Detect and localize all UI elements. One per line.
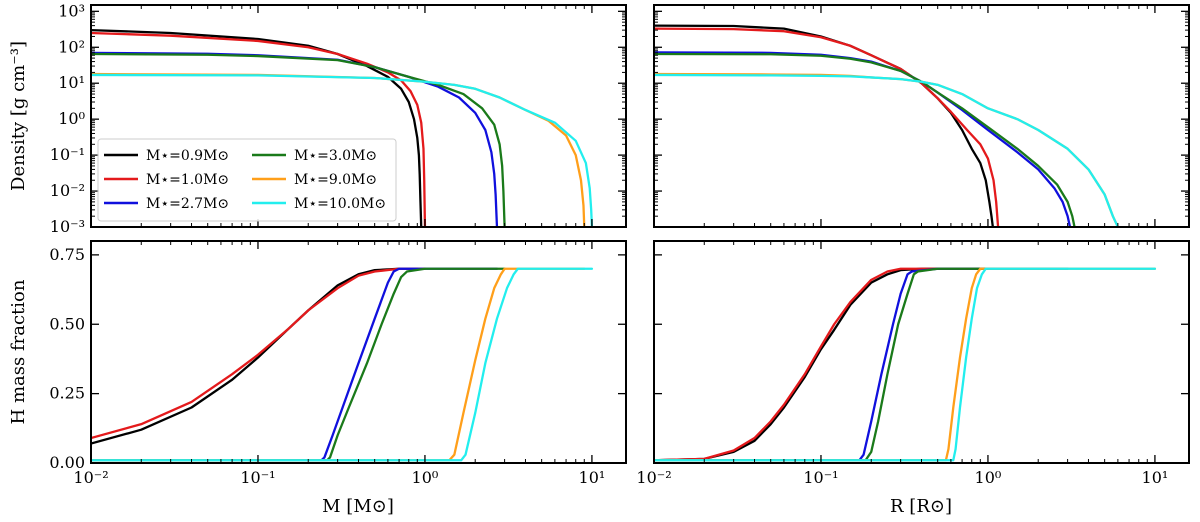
- x-tick-label: 10⁰: [975, 468, 1002, 487]
- x-tick-label: 10¹: [1142, 468, 1169, 487]
- series-line-density-radius-4: [654, 52, 1076, 227]
- curves-hfrac-radius: [654, 267, 1157, 462]
- series-line-hfrac-mass-4: [91, 267, 506, 462]
- frame-density-radius: [653, 4, 1190, 228]
- panel-hfrac-mass: 10⁻² 10⁻¹ 10⁰ 10¹ 0.75 0.50 0.25 0.00: [49, 240, 627, 487]
- x-tick-label: 10⁰: [412, 468, 439, 487]
- legend: M⋆=0.9M⊙ M⋆=1.0M⊙ M⋆=2.7M⊙ M⋆=3.0M⊙ M⋆=9.0M⊙…: [97, 138, 397, 222]
- y-tick-label: 10⁻³: [50, 217, 85, 236]
- ticks-density-radius: [653, 5, 1189, 228]
- y-tick-label: 10⁻²: [50, 181, 85, 200]
- curves-hfrac-mass: [91, 267, 594, 462]
- series-line-density-mass-4: [91, 52, 506, 227]
- frame-hfrac-radius: [653, 240, 1190, 464]
- legend-label: M⋆=2.7M⊙: [146, 196, 229, 212]
- x-tick-label: 10⁻²: [636, 468, 671, 487]
- y-tick-label: 0.75: [49, 245, 85, 264]
- xlabel-mass: M [M⊙]: [322, 496, 394, 517]
- ylabel-density: Density [g cm⁻³]: [8, 41, 29, 191]
- y-tick-label: 0.00: [49, 453, 85, 472]
- y-tick-label: 10³: [58, 1, 85, 20]
- series-line-hfrac-mass-2: [91, 267, 427, 440]
- ylabel-hfrac: H mass fraction: [8, 279, 29, 424]
- x-tick-label: 10⁻²: [73, 468, 108, 487]
- series-line-density-mass-1: [91, 28, 423, 227]
- y-tick-label: 0.50: [49, 314, 85, 333]
- curves-density-radius: [654, 24, 1120, 227]
- xlabel-radius: R [R⊙]: [890, 496, 952, 517]
- series-line-hfrac-mass-6: [91, 267, 594, 462]
- panel-density-radius: [653, 4, 1190, 228]
- x-tick-label: 10⁻¹: [240, 468, 275, 487]
- legend-label: M⋆=10.0M⊙: [294, 196, 386, 212]
- y-tick-label: 10⁻¹: [50, 145, 85, 164]
- y-tick-label: 0.25: [49, 384, 85, 403]
- series-line-density-radius-2: [654, 27, 1000, 227]
- curves-density-mass: [91, 28, 594, 227]
- series-line-density-radius-6: [654, 73, 1120, 227]
- series-line-hfrac-radius-2: [654, 267, 997, 462]
- series-line-hfrac-radius-6: [654, 267, 1157, 462]
- y-tick-label: 10²: [58, 37, 85, 56]
- ticks-hfrac-radius: 10⁻² 10⁻¹ 10⁰ 10¹: [636, 241, 1189, 487]
- x-tick-label: 10¹: [579, 468, 606, 487]
- y-tick-label: 10¹: [58, 73, 85, 92]
- frame-hfrac-mass: [90, 240, 627, 464]
- legend-label: M⋆=3.0M⊙: [294, 148, 377, 164]
- panel-hfrac-radius: 10⁻² 10⁻¹ 10⁰ 10¹: [636, 240, 1190, 487]
- legend-box: [97, 138, 397, 222]
- legend-label: M⋆=9.0M⊙: [294, 172, 377, 188]
- series-line-density-mass-2: [91, 31, 427, 227]
- panel-density-mass: 10³ 10² 10¹ 10⁰ 10⁻¹ 10⁻² 10⁻³: [50, 1, 627, 236]
- frame-density-mass: [90, 4, 627, 228]
- legend-items: M⋆=0.9M⊙ M⋆=1.0M⊙ M⋆=2.7M⊙ M⋆=3.0M⊙ M⋆=9.0M⊙…: [104, 148, 386, 212]
- legend-label: M⋆=0.9M⊙: [146, 148, 229, 164]
- series-line-density-mass-6: [91, 73, 594, 227]
- y-tick-label: 10⁰: [58, 109, 85, 128]
- x-tick-label: 10⁻¹: [803, 468, 838, 487]
- legend-label: M⋆=1.0M⊙: [146, 172, 229, 188]
